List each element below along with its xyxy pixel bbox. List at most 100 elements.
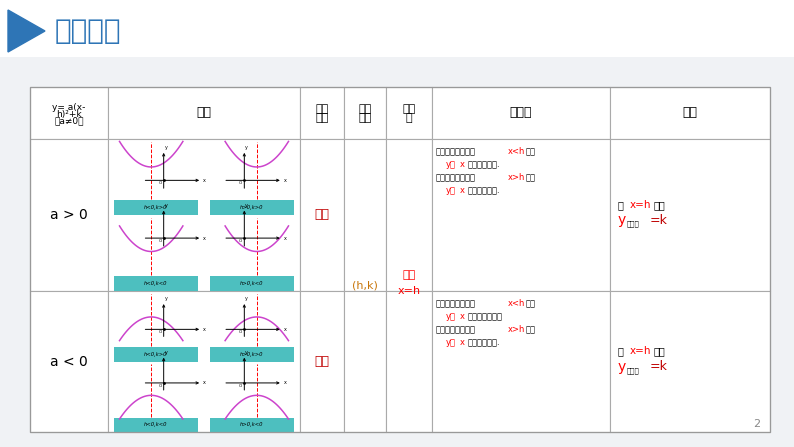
Bar — [30, 87, 108, 139]
Bar — [386, 139, 432, 291]
Bar — [610, 291, 770, 432]
Text: y: y — [245, 202, 249, 208]
Text: =k: =k — [650, 360, 668, 373]
Text: h)²+k: h)²+k — [56, 110, 82, 118]
Text: 向下: 向下 — [314, 355, 330, 368]
Bar — [210, 200, 295, 215]
Text: 在对称轴左侧即当: 在对称轴左侧即当 — [436, 147, 476, 156]
Bar — [344, 139, 386, 291]
Text: O: O — [239, 384, 242, 388]
Text: 在对称轴右侧即当: 在对称轴右侧即当 — [436, 173, 476, 182]
Text: 的增大而减小.: 的增大而减小. — [468, 338, 501, 347]
Bar — [432, 139, 610, 291]
Text: O: O — [239, 239, 242, 243]
Text: x=h: x=h — [630, 346, 652, 357]
Bar — [108, 139, 300, 291]
Text: 开口: 开口 — [315, 104, 329, 114]
Text: h<0,k<0: h<0,k<0 — [145, 422, 168, 427]
Text: 时，: 时， — [654, 346, 665, 357]
Text: x: x — [203, 380, 206, 385]
Text: O: O — [239, 330, 242, 334]
Text: x: x — [203, 178, 206, 183]
Bar — [114, 418, 198, 432]
Text: 对称: 对称 — [403, 104, 415, 114]
Text: =k: =k — [650, 214, 668, 227]
Text: 时，: 时， — [654, 200, 665, 210]
Text: 时，: 时， — [526, 299, 536, 308]
Text: x: x — [460, 312, 465, 321]
Text: h>0,k>0: h>0,k>0 — [241, 352, 264, 357]
Text: 课前导入: 课前导入 — [55, 17, 121, 45]
Text: y随: y随 — [446, 160, 456, 169]
Bar — [114, 347, 198, 362]
Text: O: O — [239, 181, 242, 186]
Text: x: x — [283, 327, 287, 332]
Text: 时，: 时， — [526, 325, 536, 334]
Text: y: y — [245, 350, 249, 355]
Text: h<0,k<0: h<0,k<0 — [145, 281, 168, 286]
Bar — [344, 87, 386, 139]
Text: x: x — [203, 327, 206, 332]
Bar — [210, 418, 295, 432]
Text: h<0,k>0: h<0,k>0 — [145, 205, 168, 210]
Bar — [300, 139, 344, 291]
Text: 坐标: 坐标 — [358, 113, 372, 123]
Text: x<h: x<h — [508, 299, 526, 308]
Text: y: y — [618, 213, 626, 227]
Bar — [30, 87, 770, 432]
Text: O: O — [159, 181, 162, 186]
Text: 在对称轴左侧即当: 在对称轴左侧即当 — [436, 299, 476, 308]
Text: 在对称轴右侧即当: 在对称轴右侧即当 — [436, 325, 476, 334]
Text: a > 0: a > 0 — [50, 208, 88, 222]
Bar — [300, 291, 344, 432]
Text: 的增大而减小.: 的增大而减小. — [468, 160, 501, 169]
Text: h>0,k>0: h>0,k>0 — [241, 205, 264, 210]
Text: x: x — [283, 236, 287, 240]
Polygon shape — [8, 10, 45, 52]
Text: x>h: x>h — [508, 325, 526, 334]
Text: y: y — [164, 350, 168, 355]
Text: 的增大而增大，: 的增大而增大， — [468, 312, 503, 321]
Text: x>h: x>h — [508, 173, 526, 182]
Bar — [610, 87, 770, 139]
Text: (h,k): (h,k) — [352, 281, 378, 291]
Text: x=h: x=h — [630, 200, 652, 210]
Bar — [210, 276, 295, 291]
Text: O: O — [159, 384, 162, 388]
Text: x: x — [460, 186, 465, 195]
Bar — [114, 276, 198, 291]
Text: y随: y随 — [446, 338, 456, 347]
Text: 方向: 方向 — [315, 113, 329, 123]
Text: 图形: 图形 — [196, 106, 211, 119]
Text: x: x — [460, 160, 465, 169]
Text: x: x — [283, 178, 287, 183]
Bar — [108, 291, 300, 432]
Bar — [210, 347, 295, 362]
Text: 当: 当 — [618, 346, 624, 357]
Text: y= a(x-: y= a(x- — [52, 102, 86, 111]
Text: O: O — [159, 239, 162, 243]
Text: 当: 当 — [618, 200, 624, 210]
Text: x<h: x<h — [508, 147, 526, 156]
Text: 时，: 时， — [526, 147, 536, 156]
Text: y: y — [164, 145, 168, 150]
Text: y随: y随 — [446, 312, 456, 321]
Text: 向上: 向上 — [314, 208, 330, 222]
Text: 最值: 最值 — [683, 106, 697, 119]
Bar — [432, 291, 610, 432]
Text: y: y — [164, 202, 168, 208]
Text: x: x — [460, 338, 465, 347]
Text: y: y — [245, 145, 249, 150]
Text: O: O — [159, 330, 162, 334]
Text: y随: y随 — [446, 186, 456, 195]
Bar — [432, 87, 610, 139]
Text: 时，: 时， — [526, 173, 536, 182]
Bar — [114, 200, 198, 215]
Bar — [386, 291, 432, 432]
Text: 直线: 直线 — [403, 270, 415, 281]
Text: 最小值: 最小值 — [627, 221, 640, 228]
Bar — [30, 139, 108, 291]
Text: x: x — [203, 236, 206, 240]
Text: h>0,k<0: h>0,k<0 — [241, 281, 264, 286]
Bar — [344, 291, 386, 432]
